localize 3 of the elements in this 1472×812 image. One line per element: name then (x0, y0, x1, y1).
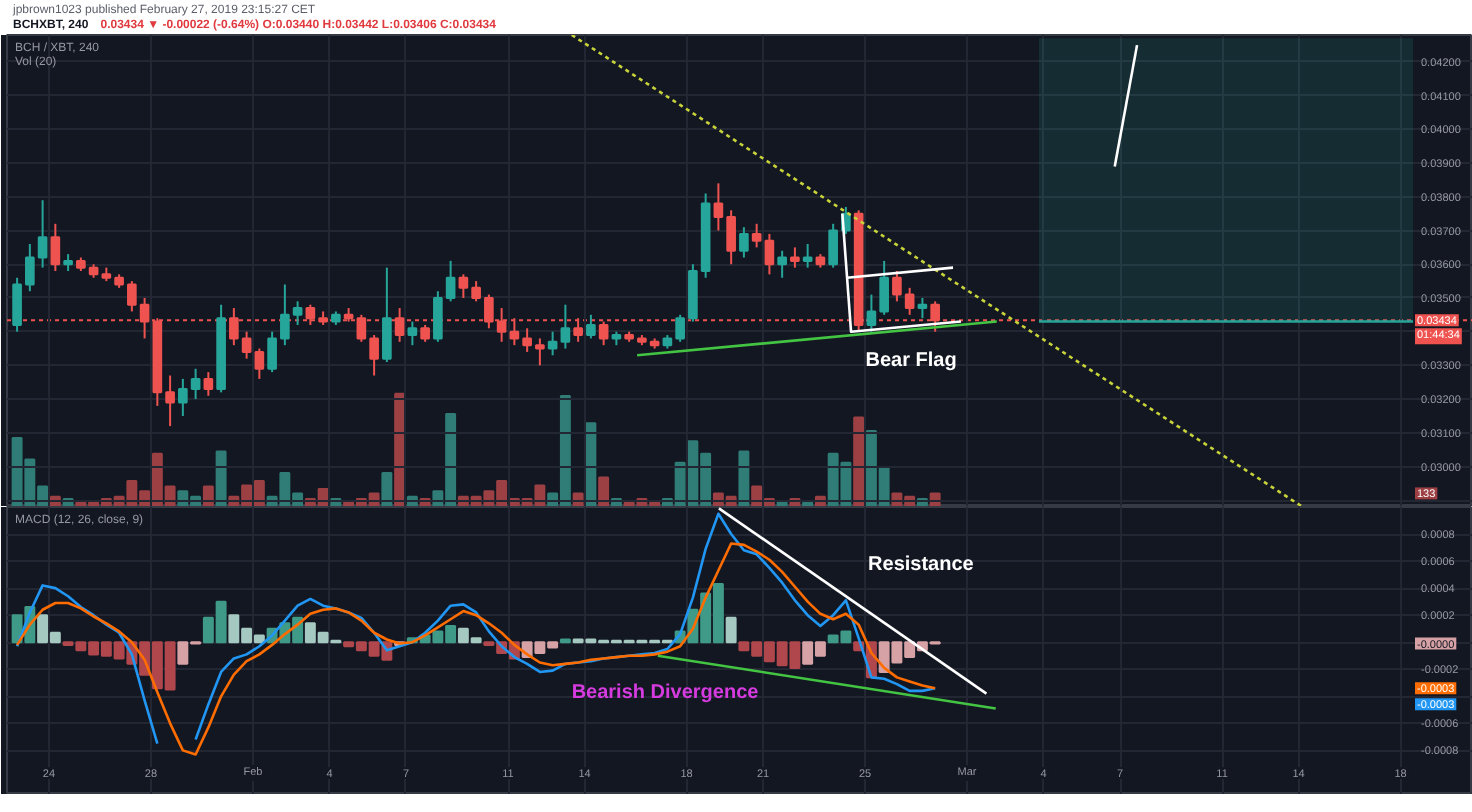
annotation: Resistance (868, 553, 975, 576)
annotation: Bear Flag (865, 350, 957, 373)
annotation: Bearish Divergence (571, 681, 760, 704)
